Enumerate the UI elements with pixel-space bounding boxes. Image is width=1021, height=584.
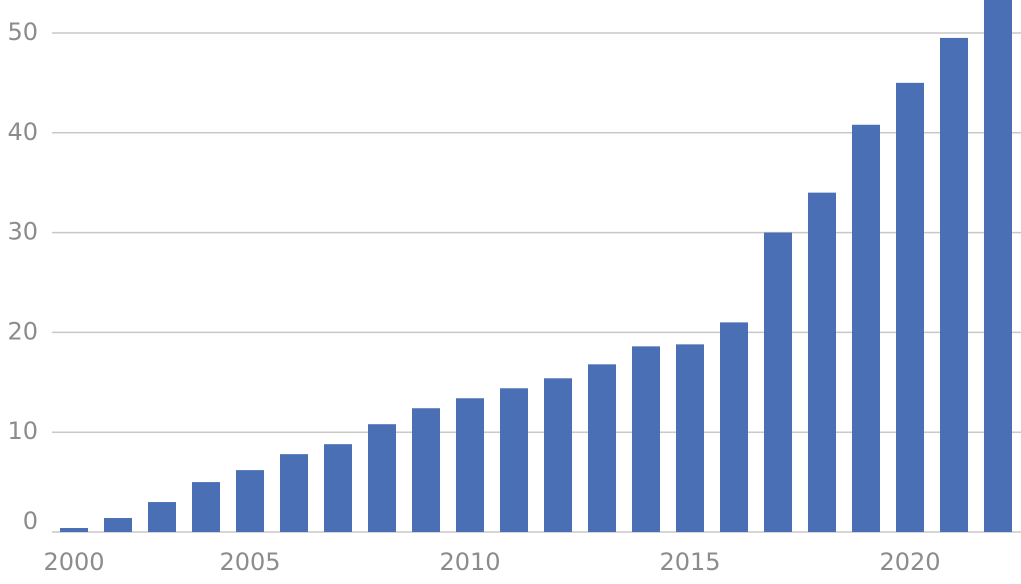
bar xyxy=(720,322,748,532)
y-tick-label: 50 xyxy=(7,18,38,46)
x-tick-label: 2000 xyxy=(43,548,104,576)
bar xyxy=(148,502,176,532)
x-tick-label: 2010 xyxy=(439,548,500,576)
bar xyxy=(676,344,704,532)
bar xyxy=(456,398,484,532)
bar xyxy=(632,346,660,532)
y-tick-label: 30 xyxy=(7,218,38,246)
x-tick-label: 2015 xyxy=(659,548,720,576)
bar xyxy=(236,470,264,532)
y-tick-label: 10 xyxy=(7,417,38,445)
bar xyxy=(500,388,528,532)
y-tick-label: 40 xyxy=(7,118,38,146)
bar xyxy=(280,454,308,532)
bar xyxy=(588,364,616,532)
bar xyxy=(852,124,880,532)
bar xyxy=(896,82,924,532)
bar xyxy=(192,482,220,532)
bar xyxy=(368,424,396,532)
bar xyxy=(324,444,352,532)
bar xyxy=(940,37,968,532)
bar xyxy=(984,0,1012,532)
bar xyxy=(544,378,572,532)
x-tick-label: 2020 xyxy=(879,548,940,576)
bar xyxy=(412,408,440,532)
bar xyxy=(60,528,88,532)
x-tick-label: 2005 xyxy=(219,548,280,576)
bar xyxy=(104,518,132,532)
y-tick-label: 20 xyxy=(7,317,38,345)
bar xyxy=(808,192,836,532)
bar xyxy=(764,232,792,532)
y-tick-label: 0 xyxy=(23,507,38,535)
